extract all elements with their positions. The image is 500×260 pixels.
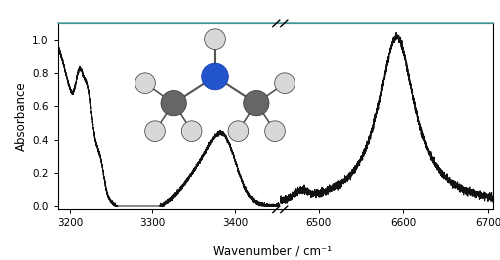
Y-axis label: Absorbance: Absorbance [15,82,28,151]
Text: Wavenumber / cm⁻¹: Wavenumber / cm⁻¹ [213,244,332,257]
Circle shape [264,121,285,141]
Circle shape [274,73,295,94]
Circle shape [228,121,248,141]
Circle shape [202,63,228,90]
Circle shape [182,121,202,141]
Circle shape [204,29,226,49]
Circle shape [144,121,166,141]
Circle shape [244,90,269,116]
Circle shape [134,73,156,94]
Circle shape [161,90,186,116]
